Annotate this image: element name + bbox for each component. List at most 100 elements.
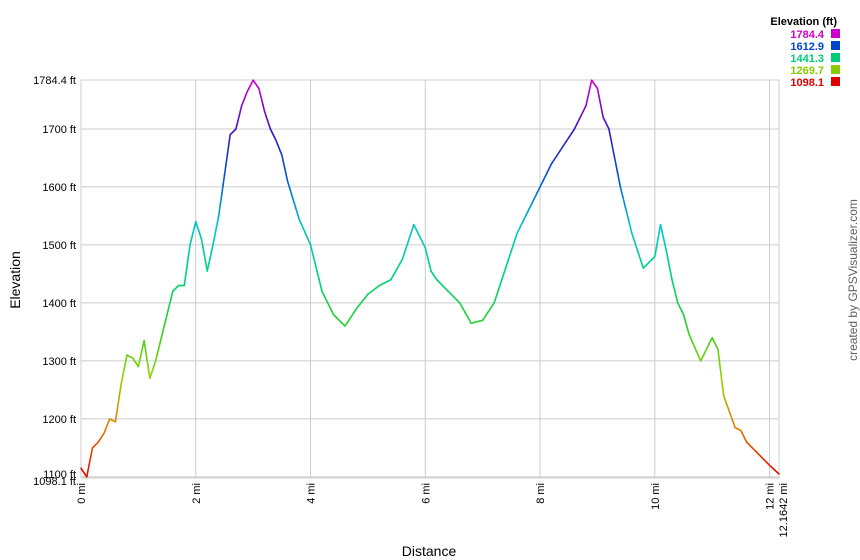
profile-segment [407, 232, 412, 243]
profile-segment [685, 323, 689, 331]
profile-segment [187, 244, 191, 256]
profile-segment [490, 302, 495, 309]
y-tick-label: 1500 ft [42, 240, 76, 252]
profile-segment [527, 203, 533, 211]
profile-segment [395, 263, 401, 271]
profile-segment [702, 348, 708, 356]
x-axis-ticks: 0 mi 2 mi 4 mi 6 mi 8 mi 10 mi 12 mi 12.1642 mi [76, 483, 790, 537]
y-axis-title: Elevation [7, 251, 23, 309]
profile-segment [708, 336, 713, 345]
profile-segment [85, 468, 89, 478]
profile-segment [613, 157, 619, 174]
profile-segment [200, 238, 204, 248]
profile-segment [326, 302, 332, 310]
profile-segment [655, 239, 659, 250]
profile-segment [688, 334, 693, 343]
profile-segment [625, 209, 630, 223]
profile-segment [413, 223, 418, 232]
profile-segment [487, 306, 493, 313]
profile-segment [259, 93, 263, 101]
profile-segment [524, 209, 530, 217]
profile-segment [705, 342, 711, 351]
profile-segment [622, 197, 627, 211]
profile-segment [283, 167, 287, 176]
profile-segment [312, 255, 318, 269]
profile-segment [671, 278, 675, 287]
profile-segment [628, 220, 633, 235]
profile-segment [227, 133, 231, 146]
profile-segment [223, 164, 227, 177]
profile-segment [484, 310, 490, 317]
legend-value: 1441.3 [790, 53, 824, 65]
x-tick-label: 6 mi [420, 483, 432, 504]
profile-segment [496, 284, 501, 296]
legend-swatch [831, 65, 840, 74]
profile-segment [166, 307, 170, 316]
profile-segment [481, 315, 487, 322]
profile-segment [675, 296, 679, 304]
profile-segment [303, 231, 309, 240]
profile-segment [309, 244, 315, 258]
profile-segment [666, 257, 670, 267]
profile-segment [668, 264, 672, 274]
profile-segment [117, 392, 121, 404]
profile-segment [458, 302, 464, 309]
profile-segment [318, 278, 323, 293]
profile-segment [499, 276, 504, 287]
profile-segment [222, 174, 226, 187]
profile-segment [324, 296, 329, 304]
profile-segment [665, 249, 669, 259]
profile-segment [570, 128, 576, 135]
legend-swatch [831, 77, 840, 86]
profile-segment [189, 238, 193, 246]
profile-segment [721, 383, 725, 397]
profile-segment [215, 222, 219, 232]
profile-segment [659, 223, 663, 232]
profile-segment [464, 312, 470, 319]
credit-text: created by GPSVisualizer.com [846, 199, 860, 361]
profile-segment [519, 220, 524, 229]
profile-segment [687, 328, 691, 336]
profile-segment [183, 274, 187, 287]
profile-segment [536, 186, 541, 194]
profile-segment [731, 418, 736, 429]
profile-segment [352, 307, 358, 314]
profile-segment [156, 348, 160, 356]
profile-segment [206, 263, 210, 272]
y-tick-label: 1400 ft [42, 298, 76, 310]
profile-segment [315, 267, 320, 281]
profile-segment [533, 191, 538, 200]
legend-swatch [831, 29, 840, 38]
legend-value: 1784.4 [790, 29, 825, 41]
profile-segment [559, 145, 564, 152]
profile-segment [428, 264, 432, 272]
x-tick-label: 4 mi [306, 483, 318, 504]
profile-segment [556, 149, 561, 156]
profile-segment [202, 246, 206, 256]
profile-segment [674, 290, 678, 298]
profile-segment [123, 361, 127, 371]
profile-segment [118, 383, 122, 395]
profile-segment [258, 87, 262, 95]
legend-value: 1098.1 [790, 77, 824, 89]
profile-segment [262, 104, 266, 113]
profile-segment [121, 368, 125, 378]
profile-segment [281, 154, 285, 163]
profile-segment [226, 144, 230, 156]
profile-segment [344, 320, 349, 327]
profile-segment [160, 331, 164, 339]
profile-segment [301, 224, 306, 233]
profile-segment [239, 104, 243, 113]
profile-segment [169, 296, 173, 304]
profile-segment [421, 241, 427, 249]
profile-segment [586, 92, 590, 101]
profile-segment [504, 258, 510, 269]
profile-segment [720, 371, 724, 385]
profile-segment [137, 359, 141, 368]
profile-segment [661, 230, 665, 239]
profile-segment [589, 79, 593, 88]
plot-area [81, 80, 779, 478]
profile-segment [573, 122, 579, 130]
profile-segment [576, 116, 582, 124]
profile-segment [217, 204, 221, 217]
